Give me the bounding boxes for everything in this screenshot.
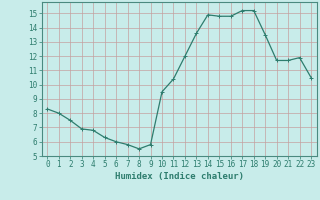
- X-axis label: Humidex (Indice chaleur): Humidex (Indice chaleur): [115, 172, 244, 181]
